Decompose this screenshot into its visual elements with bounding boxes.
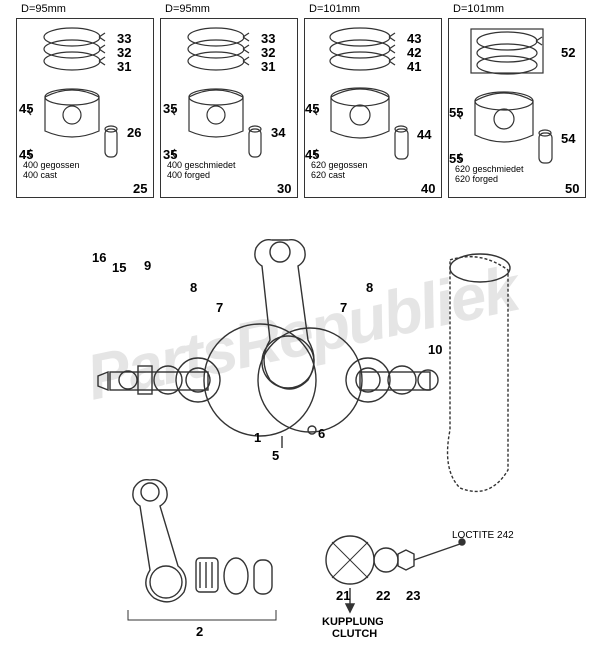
- ring-num: 31: [117, 59, 131, 74]
- label-21: 21: [336, 588, 350, 603]
- label-10: 10: [428, 342, 442, 357]
- ring-num: 31: [261, 59, 275, 74]
- desc2: 620 cast: [311, 171, 345, 181]
- loctite-label: LOCTITE 242: [452, 530, 514, 541]
- label-7a: 7: [216, 300, 223, 315]
- label-22: 22: [376, 588, 390, 603]
- label-1: 1: [254, 430, 261, 445]
- clip-num: 45: [305, 101, 319, 116]
- ring-num: 43: [407, 31, 421, 46]
- label-8b: 8: [366, 280, 373, 295]
- label-8a: 8: [190, 280, 197, 295]
- ring-num: 33: [261, 31, 275, 46]
- piston-box-4: D=101mm 52 55 54 55 620 geschmiedet 620 …: [448, 18, 586, 198]
- assembly-num: 40: [421, 181, 435, 196]
- ring-num: 42: [407, 45, 421, 60]
- label-23: 23: [406, 588, 420, 603]
- ring-num: 32: [117, 45, 131, 60]
- piston-variant-row: D=95mm 33 32: [16, 18, 586, 198]
- clip-num: 55: [449, 105, 463, 120]
- desc2: 400 cast: [23, 171, 57, 181]
- assembly-num: 50: [565, 181, 579, 196]
- piston-box-1: D=95mm 33 32: [16, 18, 154, 198]
- label-5: 5: [272, 448, 279, 463]
- dim-label: D=95mm: [21, 3, 66, 15]
- label-2: 2: [196, 624, 203, 639]
- dim-label: D=101mm: [453, 3, 504, 15]
- ring-num: 33: [117, 31, 131, 46]
- pin-num: 44: [417, 127, 431, 142]
- assembly-num: 25: [133, 181, 147, 196]
- ring-num: 52: [561, 45, 575, 60]
- label-7b: 7: [340, 300, 347, 315]
- pin-num: 26: [127, 125, 141, 140]
- clutch-label: CLUTCH: [332, 628, 377, 640]
- dim-label: D=95mm: [165, 3, 210, 15]
- piston-box-2: D=95mm 33 32 31 35 34 35 400 geschmiedet…: [160, 18, 298, 198]
- label-15: 15: [112, 260, 126, 275]
- desc2: 620 forged: [455, 175, 498, 185]
- dim-label: D=101mm: [309, 3, 360, 15]
- crankshaft-diagram: 16 15 9 8 7 5 6 1 7 8 10 2 21 22 23 LOCT…: [50, 230, 550, 630]
- crank-drawing: [50, 230, 550, 650]
- label-6: 6: [318, 426, 325, 441]
- label-16: 16: [92, 250, 106, 265]
- assembly-num: 30: [277, 181, 291, 196]
- clip-num: 45: [19, 101, 33, 116]
- ring-num: 41: [407, 59, 421, 74]
- clip-num: 35: [163, 101, 177, 116]
- piston-box-3: D=101mm 43 42 41 45 44 45 620 gegossen 6…: [304, 18, 442, 198]
- desc2: 400 forged: [167, 171, 210, 181]
- label-9: 9: [144, 258, 151, 273]
- pin-num: 54: [561, 131, 575, 146]
- pin-num: 34: [271, 125, 285, 140]
- kupplung-label: KUPPLUNG: [322, 616, 384, 628]
- ring-num: 32: [261, 45, 275, 60]
